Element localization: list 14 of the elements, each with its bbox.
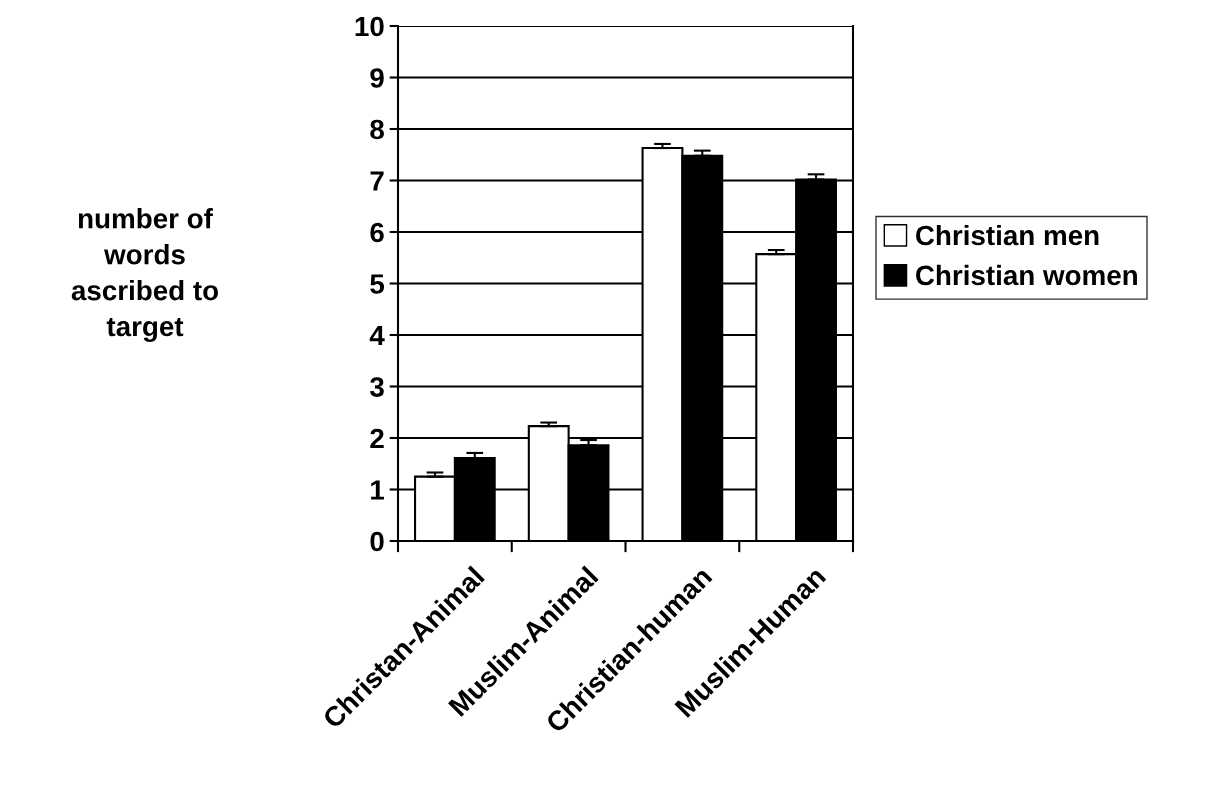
y-tick-label: 5	[370, 274, 385, 294]
y-tick-label: 1	[371, 480, 385, 500]
y-tick-label: 8	[370, 119, 384, 140]
y-tick-label: 9	[370, 68, 384, 88]
y-tick-label: 4	[369, 325, 385, 346]
y-tick-label: 6	[370, 222, 384, 243]
y-tick-label: 0	[370, 531, 384, 552]
y-tick-label: 3	[370, 377, 384, 397]
y-tick-label: 10	[355, 16, 384, 37]
y-axis-title: number of words ascribed to target	[71, 208, 219, 342]
y-tick-label: 2	[370, 428, 384, 449]
legend-label: Christian women	[916, 264, 1137, 286]
y-tick-label: 7	[370, 171, 384, 191]
legend-label: Christian men	[916, 224, 1099, 246]
